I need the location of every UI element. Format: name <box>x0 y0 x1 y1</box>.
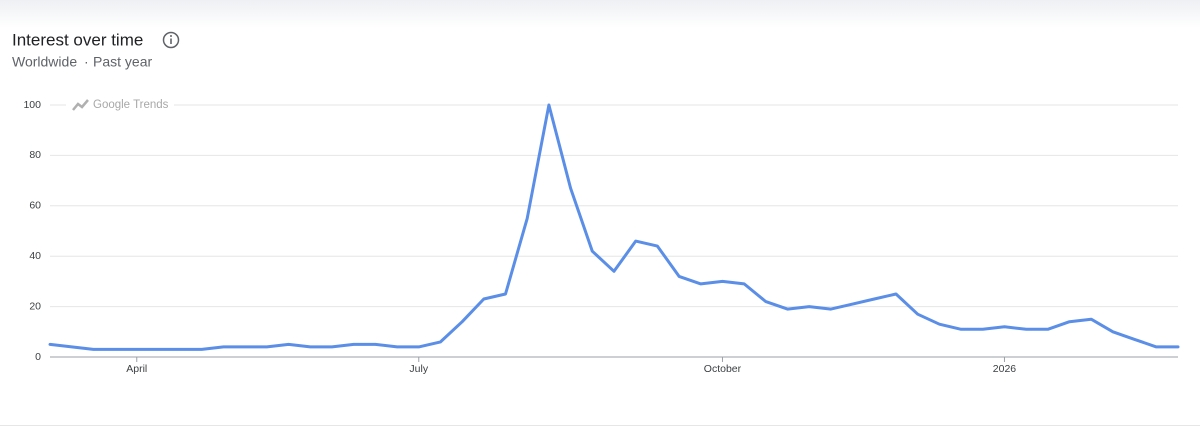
x-tick-label: April <box>126 363 147 375</box>
trend-line <box>48 103 1180 351</box>
y-tick-label: 20 <box>29 300 41 312</box>
x-tick-label: October <box>704 363 742 375</box>
info-icon[interactable] <box>162 31 180 49</box>
region: Worldwide <box>12 54 77 70</box>
y-tick-label: 80 <box>29 149 41 161</box>
x-tick-label: 2026 <box>993 363 1017 375</box>
y-tick-label: 60 <box>29 200 41 212</box>
x-tick-label: July <box>409 363 428 375</box>
y-tick-label: 100 <box>23 99 41 111</box>
chart-title: Interest over time <box>12 30 143 49</box>
y-tick-label: 0 <box>35 351 41 363</box>
watermark-text: Google Trends <box>93 99 169 111</box>
separator: · <box>84 54 89 70</box>
period: Past year <box>93 54 152 70</box>
y-tick-label: 40 <box>29 250 41 262</box>
top-band <box>0 0 1200 28</box>
grid <box>50 104 1178 358</box>
watermark: Google Trends <box>66 96 174 114</box>
